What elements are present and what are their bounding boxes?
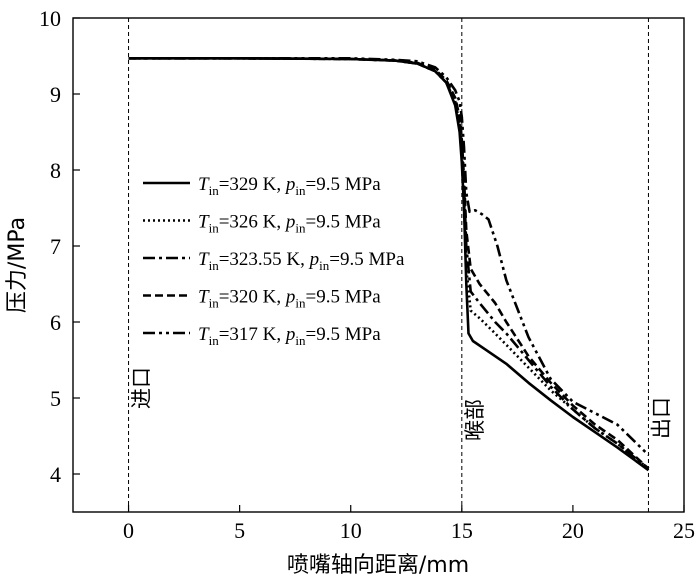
y-tick-label: 9 [50,82,61,107]
x-axis: 0 5 10 15 20 25 [123,505,695,543]
series-layer [128,57,650,472]
legend-label: Tin=317 K, pin=9.5 MPa [198,324,381,348]
legend-label: Tin=320 K, pin=9.5 MPa [198,287,381,311]
reference-lines [128,18,649,512]
x-tick-label: 15 [451,518,473,543]
legend-item: Tin=317 K, pin=9.5 MPa [143,324,381,348]
x-tick-label: 25 [673,518,695,543]
legend-item: Tin=320 K, pin=9.5 MPa [143,287,381,311]
annotation-label: 进口 [130,367,154,409]
series-line [128,57,650,456]
legend: Tin=329 K, pin=9.5 MPa Tin=326 K, pin=9.5… [143,174,405,348]
annotation-label: 出口 [649,397,673,439]
x-tick-label: 10 [340,518,362,543]
plot-frame [72,17,685,513]
y-tick-label: 10 [39,6,61,31]
y-tick-label: 7 [50,234,61,259]
x-tick-label: 20 [562,518,584,543]
x-axis-label: 喷嘴轴向距离/mm [287,553,469,578]
legend-item: Tin=323.55 K, pin=9.5 MPa [143,249,405,273]
y-tick-label: 4 [50,462,61,487]
legend-item: Tin=329 K, pin=9.5 MPa [143,174,381,198]
y-axis-label: 压力/MPa [5,217,30,313]
legend-label: Tin=329 K, pin=9.5 MPa [198,174,381,198]
y-tick-label: 8 [50,158,61,183]
legend-label: Tin=323.55 K, pin=9.5 MPa [198,249,405,273]
y-axis: 4 5 6 7 8 9 10 [39,6,80,487]
legend-item: Tin=326 K, pin=9.5 MPa [143,212,381,236]
series-line [128,57,650,470]
y-tick-label: 6 [50,310,61,335]
x-tick-label: 5 [234,518,245,543]
annotation-label: 喉部 [463,399,487,441]
legend-label: Tin=326 K, pin=9.5 MPa [198,212,381,236]
x-tick-label: 0 [123,518,134,543]
y-tick-label: 5 [50,386,61,411]
